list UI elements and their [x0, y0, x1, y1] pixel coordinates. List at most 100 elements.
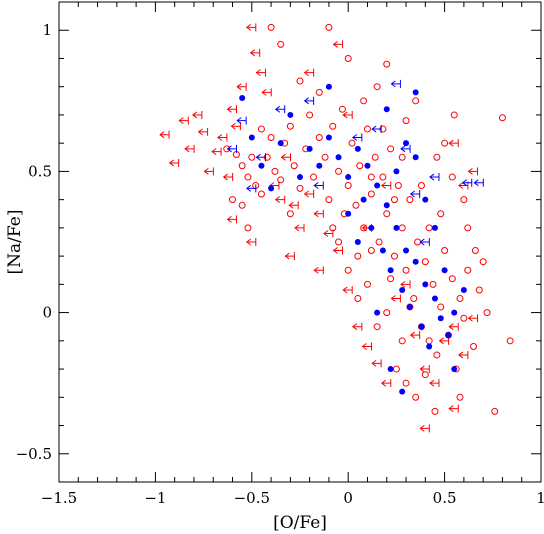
data-point-filled-circle — [431, 224, 438, 231]
data-point-open-circle — [315, 88, 323, 96]
data-point-upper-limit-arrow — [390, 294, 401, 303]
data-point-open-circle — [460, 314, 468, 322]
data-point-filled-circle — [325, 83, 332, 90]
y-tick-label: 0.5 — [28, 162, 52, 180]
data-point-open-circle — [271, 167, 279, 175]
data-point-filled-circle — [239, 95, 246, 101]
data-point-upper-limit-arrow — [448, 322, 459, 331]
plot-frame — [58, 1, 542, 483]
data-point-upper-limit-arrow — [226, 144, 238, 153]
plot-area — [159, 23, 514, 433]
data-point-upper-limit-arrow — [274, 195, 286, 204]
data-point-upper-limit-arrow — [211, 147, 222, 156]
data-point-upper-limit-arrow — [245, 238, 257, 246]
data-point-filled-circle — [422, 281, 429, 288]
data-point-open-circle — [441, 246, 449, 254]
data-point-open-circle — [464, 224, 472, 232]
data-point-filled-circle — [399, 388, 406, 395]
data-point-upper-limit-arrow — [371, 125, 382, 134]
data-point-open-circle — [421, 258, 429, 266]
data-point-open-circle — [390, 196, 398, 204]
data-point-open-circle — [344, 266, 352, 274]
data-point-open-circle — [238, 162, 246, 170]
data-point-open-circle — [437, 303, 445, 311]
data-point-open-circle — [394, 182, 402, 190]
data-point-upper-limit-arrow — [390, 79, 401, 88]
data-point-filled-circle — [426, 343, 433, 350]
data-point-filled-circle — [297, 174, 303, 181]
data-point-open-circle — [296, 77, 304, 85]
y-axis-title: [Na/Fe] — [5, 210, 25, 275]
data-point-upper-limit-arrow — [217, 133, 228, 142]
data-point-open-circle — [363, 125, 371, 133]
x-tick-label: 0.5 — [433, 489, 457, 507]
data-point-upper-limit-arrow — [255, 68, 266, 77]
data-point-open-circle — [456, 393, 464, 401]
data-point-upper-limit-arrow — [245, 23, 257, 32]
data-point-open-circle — [356, 162, 364, 170]
data-point-filled-circle — [437, 315, 444, 322]
data-point-open-circle — [421, 371, 429, 379]
data-point-open-circle — [402, 266, 410, 274]
data-point-upper-limit-arrow — [280, 153, 292, 162]
data-point-upper-limit-arrow — [380, 379, 392, 388]
data-point-filled-circle — [393, 168, 400, 175]
data-point-upper-limit-arrow — [342, 110, 353, 119]
data-point-upper-limit-arrow — [332, 40, 344, 49]
data-point-filled-circle — [383, 202, 390, 209]
data-point-open-circle — [441, 139, 449, 147]
data-point-open-circle — [398, 337, 406, 345]
data-point-upper-limit-arrow — [342, 286, 353, 294]
data-point-open-circle — [475, 286, 483, 294]
data-point-open-circle — [379, 173, 387, 181]
data-point-upper-limit-arrow — [429, 379, 440, 388]
data-point-upper-limit-arrow — [249, 48, 261, 57]
data-point-filled-circle — [383, 106, 390, 113]
data-point-upper-limit-arrow — [313, 266, 324, 275]
data-point-open-circle — [315, 134, 323, 142]
data-point-open-circle — [267, 134, 275, 142]
data-point-open-circle — [383, 309, 391, 317]
data-point-upper-limit-arrow — [261, 88, 272, 97]
data-point-open-circle — [296, 184, 304, 192]
data-point-open-circle — [290, 162, 298, 170]
data-point-open-circle — [479, 258, 487, 266]
data-point-open-circle — [448, 173, 456, 181]
data-point-upper-limit-arrow — [284, 252, 295, 261]
y-tick-label: 1 — [42, 21, 52, 39]
data-point-filled-circle — [393, 224, 400, 231]
data-point-upper-limit-arrow — [361, 342, 372, 351]
data-point-upper-limit-arrow — [448, 404, 459, 413]
data-point-open-circle — [412, 97, 420, 105]
data-point-open-circle — [286, 210, 294, 218]
data-point-open-circle — [335, 238, 343, 246]
data-point-open-circle — [375, 238, 383, 246]
data-point-open-circle — [456, 294, 464, 302]
data-point-filled-circle — [387, 366, 394, 373]
data-point-open-circle — [498, 114, 506, 122]
data-point-upper-limit-arrow — [400, 280, 411, 289]
data-point-filled-circle — [374, 182, 381, 189]
data-point-upper-limit-arrow — [429, 173, 440, 182]
data-point-upper-limit-arrow — [419, 424, 430, 433]
data-point-open-circle — [229, 196, 237, 204]
data-point-open-circle — [244, 173, 252, 181]
data-point-open-circle — [460, 196, 468, 204]
data-point-filled-circle — [268, 185, 275, 192]
data-point-open-circle — [406, 196, 414, 204]
data-point-open-circle — [325, 23, 333, 31]
data-point-open-circle — [354, 294, 362, 302]
data-point-filled-circle — [345, 174, 352, 181]
data-point-filled-circle — [277, 140, 284, 147]
data-point-open-circle — [387, 145, 395, 153]
data-point-open-circle — [383, 210, 391, 218]
data-point-filled-circle — [445, 332, 452, 339]
data-point-upper-limit-arrow — [178, 116, 189, 125]
data-point-open-circle — [402, 379, 410, 387]
data-point-upper-limit-arrow — [245, 184, 257, 193]
data-point-upper-limit-arrow — [461, 178, 473, 187]
data-point-upper-limit-arrow — [380, 181, 392, 190]
data-point-filled-circle — [354, 239, 361, 245]
data-point-open-circle — [286, 122, 294, 130]
data-point-filled-circle — [441, 267, 448, 274]
